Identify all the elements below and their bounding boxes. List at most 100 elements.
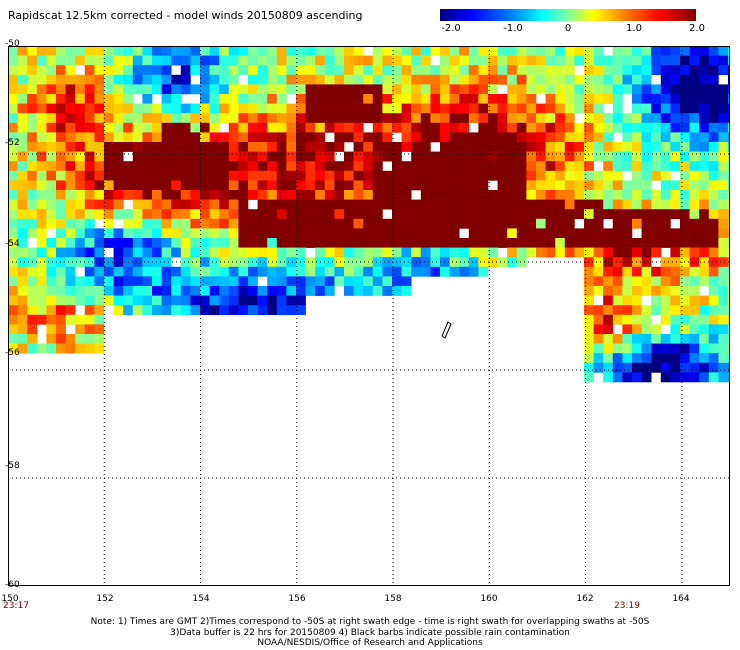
wind-cell [382, 132, 393, 143]
wind-cell [56, 142, 66, 152]
map-title: Rapidscat 12.5km corrected - model winds… [8, 9, 363, 22]
wind-cell [65, 257, 76, 268]
wind-cell [670, 199, 681, 210]
wind-cell [363, 94, 374, 104]
wind-cell [238, 257, 249, 268]
wind-cell [545, 151, 556, 162]
wind-cell [36, 238, 47, 248]
wind-cell [478, 209, 489, 220]
wind-cell [488, 218, 498, 229]
wind-cell [113, 276, 124, 287]
wind-cell [411, 247, 422, 258]
wind-cell [113, 286, 124, 296]
wind-cell [372, 65, 383, 76]
wind-cell [603, 180, 614, 191]
wind-cell [699, 247, 710, 258]
wind-cell [430, 103, 441, 114]
wind-cell [660, 65, 671, 76]
wind-cell [411, 218, 422, 229]
wind-cell [46, 334, 57, 344]
wind-cell [382, 151, 393, 162]
wind-cell [8, 113, 18, 124]
wind-cell [536, 84, 546, 95]
wind-cell [248, 190, 258, 200]
wind-cell [171, 199, 182, 210]
wind-cell [180, 218, 191, 229]
wind-cell [46, 238, 57, 248]
wind-cell [516, 218, 527, 229]
wind-cell [612, 199, 623, 210]
wind-cell [641, 353, 652, 364]
wind-cell [459, 46, 470, 56]
wind-cell [430, 199, 441, 210]
wind-cell [161, 170, 172, 181]
wind-cell [161, 142, 172, 152]
wind-cell [699, 142, 710, 152]
wind-cell [468, 228, 479, 239]
wind-cell [574, 122, 585, 133]
wind-cell [718, 305, 729, 316]
wind-cell [324, 228, 335, 239]
wind-cell [36, 247, 47, 258]
wind-cell [209, 65, 220, 76]
wind-cell [440, 84, 450, 95]
wind-cell [27, 247, 38, 258]
wind-cell [46, 142, 57, 152]
wind-cell [440, 46, 450, 56]
wind-cell [689, 362, 700, 373]
wind-cell [401, 276, 412, 287]
wind-cell [8, 266, 18, 277]
wind-cell [84, 132, 95, 143]
wind-cell [104, 55, 114, 66]
wind-cell [142, 190, 153, 200]
wind-cell [84, 199, 95, 210]
wind-cell [228, 209, 239, 220]
wind-cell [382, 257, 393, 268]
wind-cell [238, 94, 249, 104]
wind-cell [699, 314, 710, 325]
wind-cell [171, 113, 182, 124]
wind-cell [190, 151, 201, 162]
wind-cell [267, 113, 278, 124]
wind-cell [670, 161, 681, 172]
wind-cell [228, 142, 239, 152]
wind-cell [276, 228, 287, 239]
wind-cell [459, 218, 470, 229]
wind-cell [8, 295, 18, 306]
wind-cell [219, 170, 230, 181]
wind-cell [651, 266, 662, 277]
wind-cell [632, 142, 642, 152]
wind-cell [209, 276, 220, 287]
wind-cell [420, 74, 431, 85]
wind-cell [680, 55, 690, 66]
wind-cell [468, 190, 479, 200]
wind-cell [699, 74, 710, 85]
wind-cell [27, 343, 38, 354]
wind-cell [56, 46, 66, 56]
wind-cell [507, 209, 518, 220]
wind-cell [718, 190, 729, 200]
wind-cell [27, 190, 38, 200]
wind-cell [248, 94, 258, 104]
wind-cell [507, 113, 518, 124]
wind-cell [94, 324, 105, 335]
wind-cell [689, 247, 700, 258]
wind-cell [516, 46, 527, 56]
wind-cell [219, 247, 230, 258]
wind-cell [593, 238, 604, 248]
wind-cell [708, 276, 719, 287]
wind-cell [180, 65, 191, 76]
wind-cell [372, 132, 383, 143]
wind-cell [286, 151, 297, 162]
wind-cell [104, 170, 114, 181]
wind-cell [603, 238, 614, 248]
wind-cell [286, 305, 297, 316]
wind-cell [488, 190, 498, 200]
wind-cell [17, 295, 28, 306]
wind-cell [449, 180, 460, 191]
wind-cell [564, 161, 575, 172]
wind-cell [670, 84, 681, 95]
wind-cell [56, 343, 66, 354]
wind-cell [641, 324, 652, 335]
wind-cell [670, 238, 681, 248]
